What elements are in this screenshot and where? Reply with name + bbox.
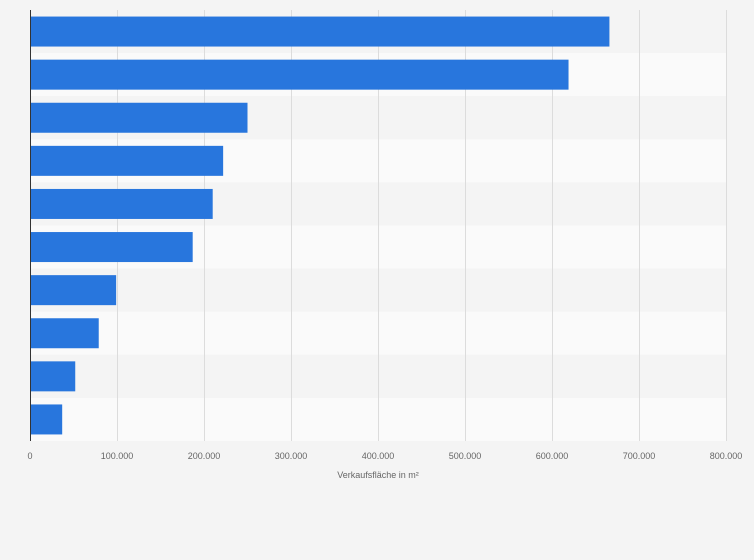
x-tick-label: 800.000	[710, 451, 743, 461]
bar	[30, 145, 224, 176]
bar	[30, 59, 569, 90]
x-axis-title: Verkaufsfläche in m²	[337, 470, 419, 480]
bars	[30, 16, 610, 435]
bar	[30, 318, 99, 349]
x-tick-label: 100.000	[101, 451, 134, 461]
bar	[30, 102, 248, 133]
x-tick-labels: 0 100.000 200.000 300.000 400.000 500.000 600.…	[27, 451, 742, 461]
x-tick-label: 500.000	[449, 451, 482, 461]
x-tick-label: 600.000	[536, 451, 569, 461]
x-tick-label: 300.000	[275, 451, 308, 461]
bar	[30, 404, 63, 435]
bar	[30, 232, 193, 263]
x-tick-label: 700.000	[623, 451, 656, 461]
bar	[30, 275, 117, 306]
bar	[30, 16, 610, 47]
bar	[30, 361, 76, 392]
x-tick-label: 200.000	[188, 451, 221, 461]
x-tick-label: 400.000	[362, 451, 395, 461]
bar	[30, 188, 213, 219]
x-tick-label: 0	[27, 451, 32, 461]
